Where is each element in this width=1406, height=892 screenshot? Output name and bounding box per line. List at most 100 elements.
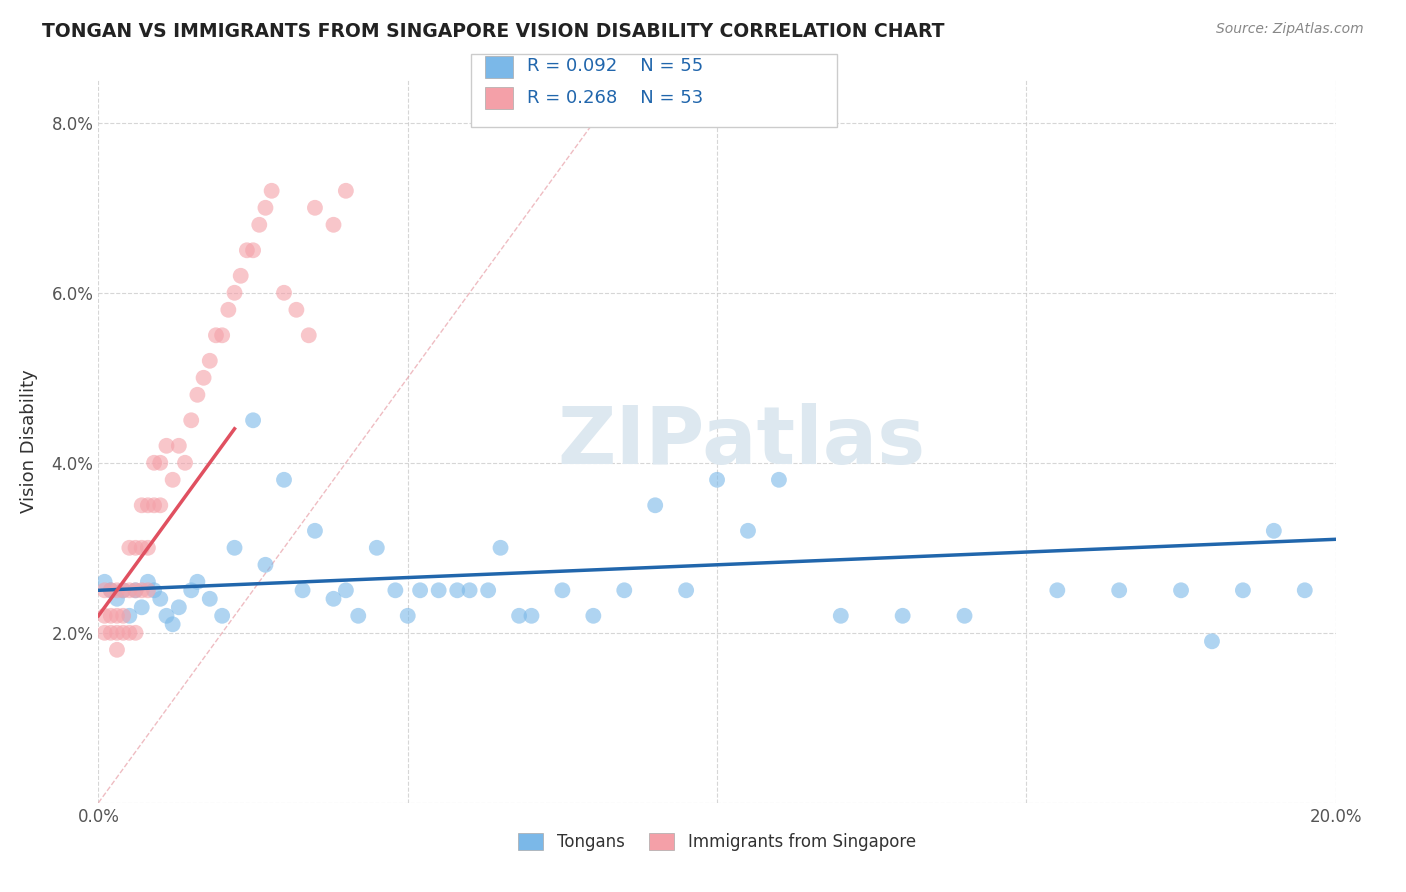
Point: [1263, 524, 1285, 538]
Point: [1232, 583, 1254, 598]
Point: [254, 558, 277, 572]
Text: R = 0.092    N = 55: R = 0.092 N = 55: [527, 57, 703, 75]
Point: [254, 201, 277, 215]
Point: [174, 456, 197, 470]
Point: [93, 608, 115, 623]
Point: [830, 608, 852, 623]
Point: [396, 608, 419, 623]
Point: [477, 583, 499, 598]
Point: [1108, 583, 1130, 598]
Point: [143, 583, 166, 598]
Point: [131, 583, 153, 598]
Point: [112, 583, 135, 598]
Point: [582, 608, 605, 623]
Point: [508, 608, 530, 623]
Point: [193, 371, 215, 385]
Point: [131, 600, 153, 615]
Point: [229, 268, 252, 283]
Text: TONGAN VS IMMIGRANTS FROM SINGAPORE VISION DISABILITY CORRELATION CHART: TONGAN VS IMMIGRANTS FROM SINGAPORE VISI…: [42, 22, 945, 41]
Point: [124, 583, 146, 598]
Point: [335, 184, 357, 198]
Point: [118, 608, 141, 623]
Point: [737, 524, 759, 538]
Point: [93, 583, 115, 598]
Point: [118, 625, 141, 640]
Point: [136, 541, 159, 555]
Point: [93, 625, 115, 640]
Point: [162, 617, 184, 632]
Point: [180, 583, 202, 598]
Point: [1294, 583, 1316, 598]
Point: [446, 583, 468, 598]
Point: [93, 574, 115, 589]
Point: [124, 583, 146, 598]
Point: [136, 583, 159, 598]
Point: [1046, 583, 1069, 598]
Point: [953, 608, 976, 623]
Legend: Tongans, Immigrants from Singapore: Tongans, Immigrants from Singapore: [510, 825, 924, 860]
Text: R = 0.268    N = 53: R = 0.268 N = 53: [527, 89, 703, 107]
Point: [100, 583, 122, 598]
Point: [105, 608, 128, 623]
Point: [112, 583, 135, 598]
Point: [489, 541, 512, 555]
Point: [335, 583, 357, 598]
Point: [100, 625, 122, 640]
Point: [186, 388, 208, 402]
Point: [105, 591, 128, 606]
Point: [260, 184, 283, 198]
Point: [384, 583, 406, 598]
Point: [124, 625, 146, 640]
Point: [186, 574, 208, 589]
Point: [520, 608, 543, 623]
Point: [273, 285, 295, 300]
Point: [143, 456, 166, 470]
Point: [322, 591, 344, 606]
Point: [100, 608, 122, 623]
Point: [136, 574, 159, 589]
Point: [273, 473, 295, 487]
Point: [155, 608, 177, 623]
Point: [768, 473, 790, 487]
Point: [112, 625, 135, 640]
Point: [143, 498, 166, 512]
Point: [706, 473, 728, 487]
Point: [124, 541, 146, 555]
Point: [198, 591, 221, 606]
Point: [180, 413, 202, 427]
Point: [298, 328, 321, 343]
Point: [427, 583, 450, 598]
Point: [105, 625, 128, 640]
Point: [224, 285, 246, 300]
Point: [112, 608, 135, 623]
Point: [551, 583, 574, 598]
Point: [205, 328, 228, 343]
Point: [675, 583, 697, 598]
Point: [236, 244, 259, 258]
Point: [149, 591, 172, 606]
Y-axis label: Vision Disability: Vision Disability: [20, 369, 38, 514]
Text: Source: ZipAtlas.com: Source: ZipAtlas.com: [1216, 22, 1364, 37]
Point: [131, 541, 153, 555]
Point: [217, 302, 239, 317]
Point: [136, 498, 159, 512]
Point: [211, 608, 233, 623]
Point: [149, 498, 172, 512]
Point: [105, 642, 128, 657]
Point: [155, 439, 177, 453]
Point: [1201, 634, 1223, 648]
Point: [131, 498, 153, 512]
Point: [322, 218, 344, 232]
Point: [366, 541, 388, 555]
Point: [304, 201, 326, 215]
Point: [304, 524, 326, 538]
Point: [247, 218, 270, 232]
Point: [224, 541, 246, 555]
Point: [458, 583, 481, 598]
Point: [409, 583, 432, 598]
Point: [118, 583, 141, 598]
Point: [100, 583, 122, 598]
Point: [891, 608, 914, 623]
Point: [211, 328, 233, 343]
Point: [118, 541, 141, 555]
